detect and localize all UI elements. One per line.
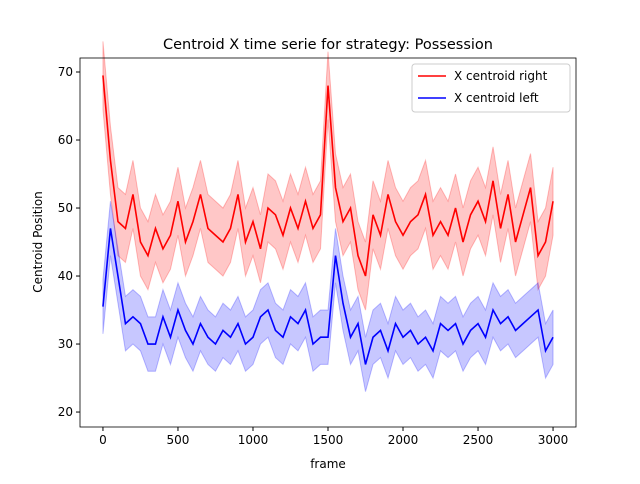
y-tick-label: 50: [58, 201, 73, 215]
y-tick-label: 60: [58, 133, 73, 147]
x-tick-label: 1500: [313, 433, 344, 447]
y-axis-label: Centroid Position: [31, 191, 45, 293]
x-tick-label: 500: [167, 433, 190, 447]
legend-label: X centroid right: [454, 69, 548, 83]
x-tick-label: 2000: [388, 433, 419, 447]
line: [102, 228, 554, 365]
band: [102, 41, 554, 311]
y-tick-label: 40: [58, 269, 73, 283]
x-tick-label: 3000: [538, 433, 569, 447]
x-tick-label: 2500: [463, 433, 494, 447]
y-tick-label: 20: [58, 405, 73, 419]
y-tick-label: 70: [58, 65, 73, 79]
chart-title: Centroid X time serie for strategy: Poss…: [163, 37, 493, 53]
x-tick-label: 1000: [238, 433, 269, 447]
x-tick-label: 0: [99, 433, 107, 447]
legend-label: X centroid left: [454, 91, 539, 105]
line: [102, 75, 554, 277]
x-axis-label: frame: [310, 457, 346, 471]
legend-box: [411, 63, 571, 113]
y-tick-label: 30: [58, 337, 73, 351]
